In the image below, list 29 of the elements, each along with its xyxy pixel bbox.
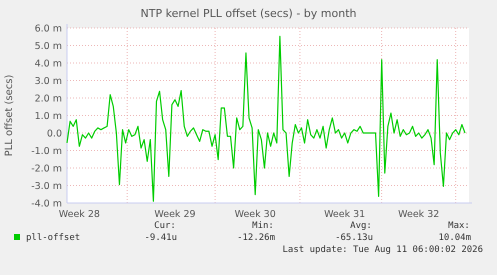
y-tick-label: 3.0 m xyxy=(34,76,62,87)
y-tick-label: -2.0 m xyxy=(31,163,62,174)
y-tick-label: 5.0 m xyxy=(34,40,62,52)
x-tick-label: Week 32 xyxy=(398,209,440,220)
text: Cur: xyxy=(154,221,176,231)
y-tick-label: 1.0 m xyxy=(34,110,62,122)
text: -9.41u xyxy=(144,233,177,243)
text: 10.04m xyxy=(438,233,471,243)
chart-title: NTP kernel PLL offset (secs) - by month xyxy=(140,7,357,20)
y-axis-title: PLL offset (secs) xyxy=(4,74,15,156)
x-tick-label: Week 28 xyxy=(58,209,100,220)
text: -65.13u xyxy=(335,233,373,243)
y-tick-label: -3.0 m xyxy=(31,180,62,192)
y-tick-label: 0.0 xyxy=(46,128,62,140)
text: Max: xyxy=(448,221,470,231)
text: -12.26m xyxy=(237,233,275,243)
x-tick-label: Week 31 xyxy=(324,209,366,220)
y-tick-label: -1.0 m xyxy=(31,146,62,157)
x-tick-label: Week 30 xyxy=(234,209,276,220)
y-tick-label: 6.0 m xyxy=(34,23,62,34)
x-tick-label: Week 29 xyxy=(154,209,196,220)
text: Min: xyxy=(252,221,274,231)
text: Avg: xyxy=(350,221,372,231)
text: Last update: Tue Aug 11 06:00:02 2026 xyxy=(282,245,483,255)
y-tick-label: 2.0 m xyxy=(34,93,62,104)
legend-label: pll-offset xyxy=(26,233,80,243)
line-series xyxy=(66,36,466,202)
y-tick-label: 4.0 m xyxy=(34,58,62,70)
y-tick-label: -4.0 m xyxy=(31,198,62,210)
